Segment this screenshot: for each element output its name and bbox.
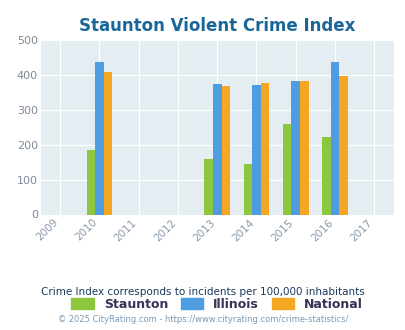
Bar bbox=[339, 76, 347, 214]
Bar bbox=[260, 82, 269, 214]
Bar bbox=[321, 137, 330, 214]
Text: Crime Index corresponds to incidents per 100,000 inhabitants: Crime Index corresponds to incidents per… bbox=[41, 287, 364, 297]
Bar bbox=[282, 123, 291, 214]
Bar bbox=[212, 84, 221, 214]
Bar bbox=[104, 72, 112, 214]
Text: © 2025 CityRating.com - https://www.cityrating.com/crime-statistics/: © 2025 CityRating.com - https://www.city… bbox=[58, 315, 347, 324]
Bar bbox=[204, 158, 212, 215]
Legend: Staunton, Illinois, National: Staunton, Illinois, National bbox=[68, 294, 366, 315]
Bar bbox=[221, 86, 230, 214]
Title: Staunton Violent Crime Index: Staunton Violent Crime Index bbox=[79, 17, 354, 35]
Bar bbox=[299, 81, 308, 214]
Bar bbox=[243, 164, 252, 214]
Bar bbox=[252, 85, 260, 214]
Bar bbox=[95, 62, 104, 214]
Bar bbox=[330, 62, 339, 215]
Bar bbox=[291, 81, 299, 214]
Bar bbox=[86, 150, 95, 214]
